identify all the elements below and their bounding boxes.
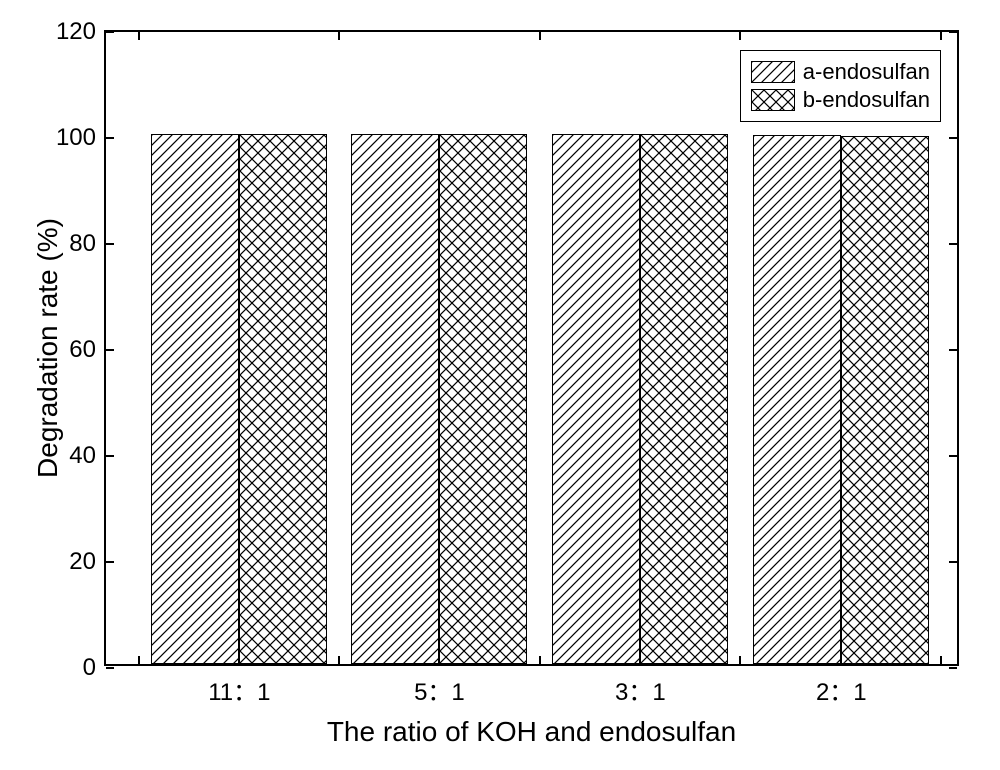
y-tick-label: 40: [36, 442, 106, 470]
bar: [151, 134, 239, 664]
x-tick-mark: [940, 656, 942, 664]
legend-swatch: [751, 89, 795, 111]
y-tick-mark: [106, 31, 114, 33]
y-tick-label: 0: [36, 654, 106, 682]
bar: [841, 136, 929, 664]
y-tick-mark: [949, 137, 957, 139]
x-tick-mark: [138, 32, 140, 40]
y-tick-mark: [106, 349, 114, 351]
y-tick-mark: [949, 243, 957, 245]
y-tick-mark: [949, 349, 957, 351]
y-tick-mark: [949, 561, 957, 563]
x-tick-label: 3：1: [615, 664, 666, 707]
legend-item: a-endosulfan: [751, 59, 930, 85]
y-tick-mark: [106, 561, 114, 563]
y-tick-label: 80: [36, 230, 106, 258]
x-tick-label: 2：1: [816, 664, 867, 707]
x-tick-mark: [539, 656, 541, 664]
y-tick-mark: [949, 31, 957, 33]
y-tick-mark: [106, 455, 114, 457]
x-tick-label: 5：1: [414, 664, 465, 707]
x-tick-mark: [539, 32, 541, 40]
x-axis-title: The ratio of KOH and endosulfan: [327, 716, 736, 748]
bar: [753, 135, 841, 664]
x-tick-mark: [138, 656, 140, 664]
y-tick-mark: [949, 455, 957, 457]
bar: [239, 134, 327, 664]
chart-container: Degradation rate (%) 02040608010012011：1…: [0, 0, 1000, 770]
bar: [439, 134, 527, 664]
legend: a-endosulfanb-endosulfan: [740, 50, 941, 122]
y-tick-label: 20: [36, 548, 106, 576]
y-tick-mark: [106, 137, 114, 139]
bar: [351, 134, 439, 664]
x-tick-mark: [739, 656, 741, 664]
bar: [640, 134, 728, 664]
bar: [552, 134, 640, 664]
x-tick-mark: [338, 656, 340, 664]
y-tick-label: 100: [36, 124, 106, 152]
legend-item: b-endosulfan: [751, 87, 930, 113]
x-tick-mark: [338, 32, 340, 40]
legend-swatch: [751, 61, 795, 83]
legend-label: a-endosulfan: [803, 59, 930, 85]
y-tick-mark: [106, 243, 114, 245]
y-tick-label: 60: [36, 336, 106, 364]
y-tick-label: 120: [36, 18, 106, 46]
y-tick-mark: [949, 667, 957, 669]
plot-area: 02040608010012011：15：13：12：1a-endosulfan…: [104, 30, 959, 666]
x-tick-label: 11：1: [208, 664, 270, 707]
x-tick-mark: [940, 32, 942, 40]
y-tick-mark: [106, 667, 114, 669]
x-tick-mark: [739, 32, 741, 40]
legend-label: b-endosulfan: [803, 87, 930, 113]
